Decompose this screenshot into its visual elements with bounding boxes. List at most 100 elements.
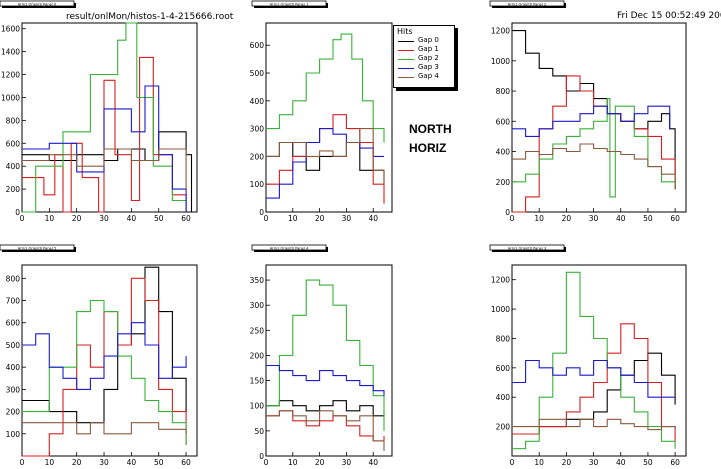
- panel-title: Arm1 Orient0 Panel 4: [270, 246, 309, 250]
- panel-title: Arm1 Orient0 Panel 1: [270, 2, 309, 6]
- x-tick-label: 0: [510, 458, 515, 467]
- panel-title: Arm1 Orient0 Panel 3: [508, 246, 547, 250]
- y-tick-label: 400: [6, 363, 21, 372]
- y-tick-label: 350: [250, 276, 265, 285]
- legend-entry: Gap 2: [398, 54, 452, 64]
- x-tick-label: 20: [72, 458, 82, 467]
- y-tick-label: 300: [250, 301, 265, 310]
- x-tick-label: 60: [181, 458, 191, 467]
- plot-frame: [511, 22, 687, 213]
- x-tick-label: 50: [154, 214, 164, 223]
- panel-title-box: [489, 244, 565, 251]
- legend-title: Hits: [397, 27, 413, 36]
- y-tick-label: 50: [254, 427, 264, 436]
- y-tick-label: 100: [6, 430, 21, 439]
- x-tick-label: 10: [45, 214, 55, 223]
- series-line-gap-4: [22, 422, 187, 435]
- x-tick-label: 20: [72, 214, 82, 223]
- annotation-horiz: HORIZ: [409, 141, 447, 155]
- series-line-gap-3: [512, 105, 671, 137]
- y-tick-label: 400: [250, 97, 265, 106]
- plot-frame: [265, 22, 393, 213]
- legend-entry: Gap 0: [398, 36, 452, 46]
- y-tick-label: 600: [496, 117, 511, 126]
- series-line-gap-2: [266, 33, 385, 143]
- y-tick-label: 400: [496, 393, 511, 402]
- y-tick-label: 1200: [491, 27, 510, 36]
- y-tick-label: 400: [6, 162, 21, 171]
- y-tick-label: 600: [6, 139, 21, 148]
- legend-label: Gap 3: [418, 63, 439, 71]
- series-line-gap-4: [512, 418, 676, 431]
- x-tick-label: 30: [342, 458, 352, 467]
- y-tick-label: 1200: [491, 276, 510, 285]
- y-tick-label: 800: [496, 87, 511, 96]
- y-tick-label: 200: [496, 423, 511, 432]
- x-tick-label: 60: [670, 458, 680, 467]
- y-tick-label: 500: [250, 69, 265, 78]
- y-tick-label: 1000: [491, 305, 510, 314]
- y-tick-label: 1200: [1, 71, 20, 80]
- y-tick-label: 200: [250, 152, 265, 161]
- y-tick-label: 800: [6, 116, 21, 125]
- x-tick-label: 30: [589, 214, 599, 223]
- annotation-north: NORTH: [409, 122, 452, 136]
- y-tick-label: 400: [496, 148, 511, 157]
- y-tick-label: 0: [505, 208, 510, 217]
- series-line-gap-4: [266, 128, 385, 185]
- legend: Hits Gap 0 Gap 1 Gap 2 Gap 3 Gap 4: [393, 25, 455, 88]
- x-tick-label: 30: [589, 458, 599, 467]
- series-line-gap-3: [22, 322, 187, 390]
- series-line-gap-3: [22, 85, 187, 212]
- y-tick-label: 1000: [491, 57, 510, 66]
- series-line-gap-4: [512, 143, 676, 190]
- y-tick-label: 600: [250, 41, 265, 50]
- x-tick-label: 10: [45, 458, 55, 467]
- y-tick-label: 200: [6, 185, 21, 194]
- x-tick-label: 0: [20, 458, 25, 467]
- x-tick-label: 40: [368, 214, 378, 223]
- y-tick-label: 250: [250, 326, 265, 335]
- x-tick-label: 20: [315, 458, 325, 467]
- x-tick-label: 0: [20, 214, 25, 223]
- legend-entry: Gap 1: [398, 45, 452, 55]
- timestamp: Fri Dec 15 00:52:49 2006: [617, 11, 721, 21]
- x-tick-label: 50: [643, 458, 653, 467]
- series-line-gap-4: [266, 410, 385, 451]
- legend-label: Gap 0: [418, 36, 439, 44]
- series-line-gap-3: [266, 128, 384, 199]
- x-tick-label: 40: [616, 458, 626, 467]
- series-line-gap-2: [512, 98, 676, 198]
- y-tick-label: 200: [250, 351, 265, 360]
- y-tick-label: 600: [6, 319, 21, 328]
- x-tick-label: 30: [342, 214, 352, 223]
- y-tick-label: 100: [250, 180, 265, 189]
- y-tick-label: 800: [6, 274, 21, 283]
- series-line-gap-3: [512, 359, 676, 398]
- y-tick-label: 300: [6, 385, 21, 394]
- panel-title-box: [0, 244, 75, 251]
- x-tick-label: 0: [264, 458, 269, 467]
- series-line-gap-2: [266, 279, 385, 431]
- x-tick-label: 20: [315, 214, 325, 223]
- y-tick-label: 150: [250, 377, 265, 386]
- panel-title: Arm1 Orient0 Panel 5: [18, 246, 57, 250]
- legend-entry: Gap 4: [398, 72, 452, 82]
- panel-title: Arm1 Orient0 Panel 2: [508, 2, 547, 6]
- y-tick-label: 1000: [1, 93, 20, 102]
- x-tick-label: 20: [562, 214, 572, 223]
- series-line-gap-3: [266, 364, 385, 396]
- file-name: result/onlMon/histos-1-4-215666.root: [66, 12, 234, 22]
- legend-swatch: [398, 41, 414, 42]
- legend-label: Gap 1: [418, 45, 439, 53]
- y-tick-label: 800: [496, 334, 511, 343]
- series-line-gap-0: [266, 400, 385, 417]
- x-tick-label: 60: [181, 214, 191, 223]
- panel-title-box: [489, 0, 565, 7]
- y-tick-label: 0: [259, 208, 264, 217]
- y-tick-label: 600: [496, 364, 511, 373]
- series-line-gap-4: [22, 148, 187, 190]
- y-tick-label: 700: [6, 297, 21, 306]
- y-tick-label: 100: [250, 402, 265, 411]
